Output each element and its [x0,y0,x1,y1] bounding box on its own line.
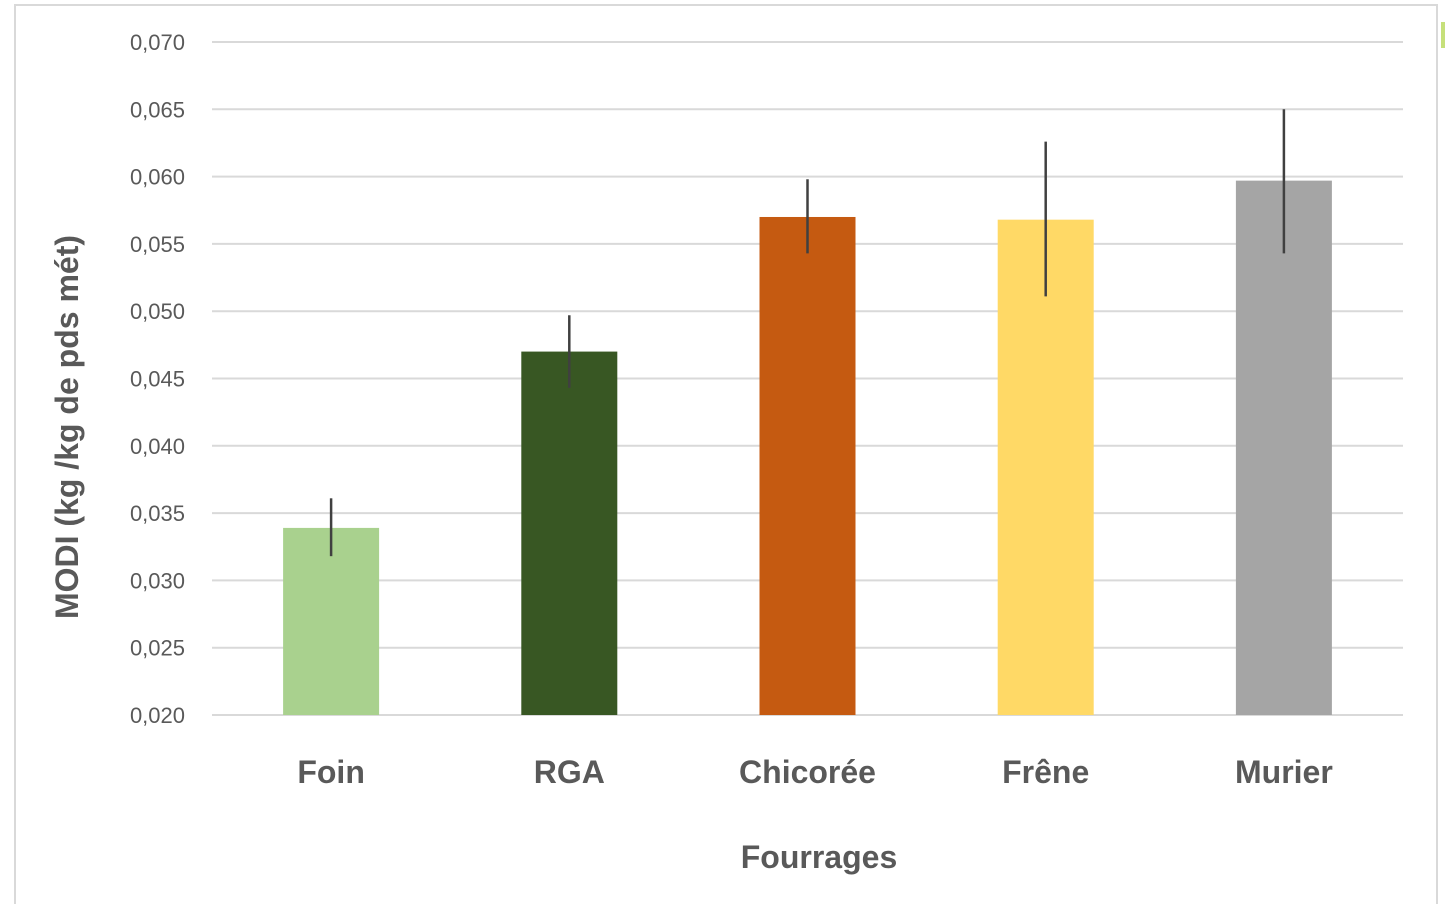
chart-frame [14,4,1438,904]
bar-foin [283,527,380,715]
y-axis-title: MODI (kg /kg de pds mét) [49,235,85,619]
bar-murier [1235,180,1332,715]
gridlines [212,41,1403,716]
y-tick-label: 0,035 [130,501,185,526]
x-category-label: RGA [534,754,605,790]
bar-frene [997,219,1094,715]
y-tick-label: 0,060 [130,165,185,190]
y-tick-label: 0,025 [130,636,185,661]
x-category-label: Frêne [1002,754,1089,790]
y-tick-label: 0,030 [130,568,185,593]
y-tick-label: 0,050 [130,299,185,324]
y-tick-label: 0,065 [130,97,185,122]
y-tick-label: 0,020 [130,703,185,728]
y-tick-label: 0,070 [130,30,185,55]
x-axis-categories: Foin RGA Chicorée Frêne Murier [297,754,1332,790]
y-axis-ticks: 0,020 0,025 0,030 0,035 0,040 0,045 0,050 0,055… [130,30,185,728]
bars [283,180,1332,716]
bar-chicoree [759,216,856,716]
y-tick-label: 0,055 [130,232,185,257]
x-category-label: Foin [297,754,365,790]
corner-accent [1441,22,1445,48]
error-bars [329,109,1286,557]
x-category-label: Chicorée [739,754,876,790]
x-category-label: Murier [1235,754,1333,790]
y-tick-label: 0,040 [130,434,185,459]
bar-rga [521,351,618,715]
y-tick-label: 0,045 [130,367,185,392]
x-axis-title: Fourrages [741,839,897,875]
